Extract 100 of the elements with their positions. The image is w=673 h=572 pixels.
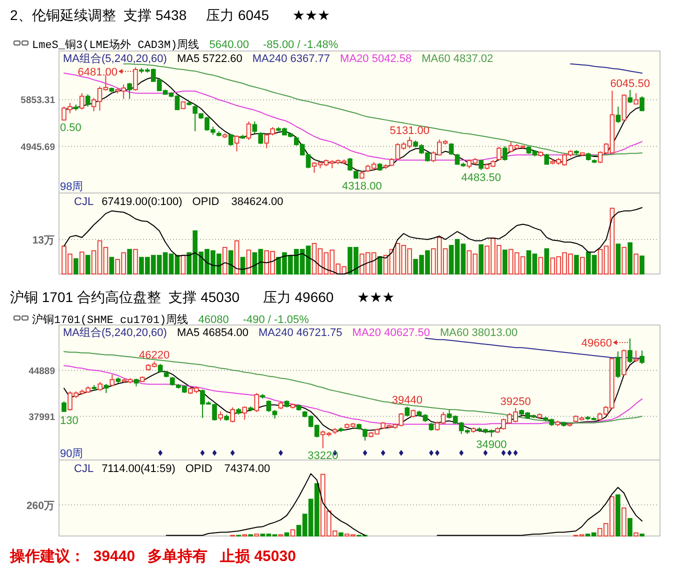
candlestick: [574, 150, 579, 156]
bar: [284, 532, 290, 536]
y-tick-label: 37991: [28, 412, 56, 423]
candlestick: [538, 150, 544, 157]
bar: [377, 256, 382, 274]
annotation: CJL: [74, 463, 94, 475]
candlestick: [116, 376, 121, 384]
candlestick: [230, 406, 236, 423]
ref-line-label: 260万: [26, 500, 55, 512]
annotation: 6481.00: [78, 66, 118, 78]
candlestick: [640, 96, 644, 112]
bar: [616, 244, 621, 274]
annotation: 7114.00(41:59): [102, 463, 176, 475]
candlestick: [338, 426, 344, 432]
candlestick: [634, 92, 638, 106]
bar: [628, 242, 632, 274]
bar: [628, 518, 632, 536]
candlestick: [158, 364, 163, 373]
candlestick: [448, 142, 454, 156]
annotation: 39250: [500, 396, 531, 408]
annotation: -85.00 / -1.48%: [262, 39, 338, 51]
annotation: 39440: [392, 394, 422, 407]
ref-line-label: 13万: [32, 234, 55, 246]
annotation: 5640.00: [209, 39, 249, 51]
candlestick: [98, 382, 103, 392]
annotation: 98周: [60, 181, 84, 193]
candlestick: [272, 410, 278, 420]
text: 操作建议： 39440 多单持有 止损 45030: [9, 547, 296, 565]
annotation: 34900: [476, 438, 507, 451]
bar: [478, 244, 484, 274]
bar: [85, 254, 90, 274]
text: MA60 4837.02: [422, 53, 494, 65]
candlestick: [496, 146, 502, 162]
candlestick: [428, 422, 434, 432]
text: MA5 46854.00: [176, 327, 248, 339]
candlestick: [622, 349, 626, 376]
candlestick: [362, 428, 368, 442]
candlestick: [110, 374, 115, 387]
candlestick: [140, 376, 145, 382]
candlestick: [640, 350, 644, 364]
candlestick: [264, 133, 270, 149]
candlestick: [127, 82, 132, 100]
candlestick: [586, 152, 591, 162]
candlestick: [348, 158, 352, 172]
candlestick: [410, 409, 416, 418]
bar: [228, 250, 234, 274]
candlestick: [62, 400, 66, 412]
candlestick: [92, 384, 97, 391]
annotation: 33220: [308, 450, 338, 462]
text: MA240 6367.77: [252, 53, 330, 65]
candlestick: [133, 66, 138, 92]
candlestick: [404, 406, 410, 417]
bar: [127, 248, 132, 274]
line-series: [570, 63, 642, 74]
candlestick: [354, 170, 358, 179]
legend-title: MA组合(5,240,20,60): [63, 326, 167, 339]
text: MA20 40627.50: [352, 327, 430, 339]
chart-title: 2、伦铜延续调整 支撑 5438 压力 6045 ★★★: [10, 7, 330, 23]
candlestick: [470, 426, 476, 434]
candlestick: [134, 378, 139, 387]
candlestick: [290, 403, 296, 410]
candlestick: [561, 422, 566, 428]
annotation: 4483.50: [461, 172, 501, 184]
bar: [544, 248, 550, 274]
candlestick: [478, 159, 484, 171]
candlestick: [260, 394, 266, 400]
y-tick-label: 44889: [28, 366, 55, 377]
chart-title: 沪铜 1701 合约高位盘整 支撑 45030 压力 49660 ★★★: [10, 289, 395, 305]
candlestick: [236, 408, 242, 416]
annotation: 49660: [581, 338, 612, 350]
annotation: 67419.00(0:100): [102, 196, 182, 208]
candlestick: [242, 406, 248, 420]
annotation: 0.50: [60, 122, 82, 134]
candlestick: [180, 100, 186, 110]
candlestick: [222, 132, 228, 138]
bar: [574, 254, 579, 274]
candlestick: [592, 159, 597, 164]
candlestick: [74, 104, 78, 112]
candlestick: [544, 153, 550, 166]
y-tick-label: 4945.69: [20, 142, 55, 153]
candlestick: [246, 120, 252, 141]
annotation: 5131.00: [390, 124, 430, 137]
text: MA60 38013.00: [440, 327, 518, 339]
candlestick: [628, 338, 632, 364]
text: MA240 46721.75: [258, 327, 342, 339]
series-label: MA5 5722.60: [176, 53, 242, 65]
candlestick: [79, 92, 84, 110]
candlestick: [248, 406, 254, 412]
candlestick: [634, 350, 638, 362]
chart-subtitle: 沪铜1701(SHME cu1701)周线: [32, 313, 188, 327]
bar: [640, 256, 644, 274]
candlestick: [85, 94, 90, 108]
annotation: OPID: [192, 196, 220, 208]
bar: [338, 532, 344, 536]
candlestick: [266, 400, 272, 412]
candlestick: [164, 370, 169, 378]
bar: [74, 258, 78, 274]
candlestick: [170, 376, 175, 386]
candlestick: [258, 132, 264, 145]
annotation: 6045.50: [610, 78, 650, 90]
